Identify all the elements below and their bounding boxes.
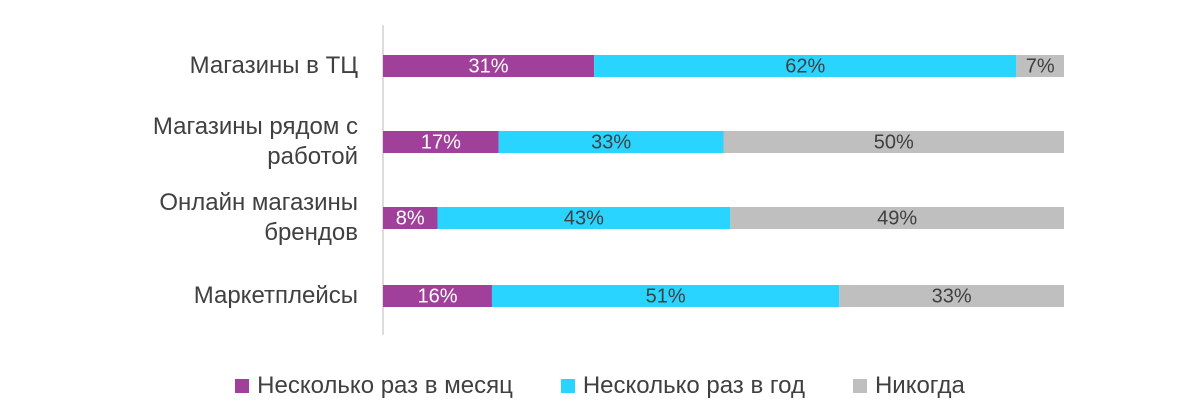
legend-label: Несколько раз в месяц bbox=[257, 372, 513, 399]
legend-item: Несколько раз в год bbox=[560, 372, 805, 400]
legend: Несколько раз в месяц Несколько раз в год… bbox=[0, 372, 1200, 400]
value-label: 33% bbox=[932, 285, 972, 307]
bar-segment bbox=[730, 207, 1064, 229]
value-label: 50% bbox=[874, 131, 914, 153]
legend-item: Никогда bbox=[852, 372, 965, 400]
value-label: 49% bbox=[877, 207, 917, 229]
legend-label: Никогда bbox=[874, 372, 965, 399]
bar-segment bbox=[383, 207, 438, 229]
value-label: 31% bbox=[469, 55, 509, 77]
bar-segment bbox=[723, 131, 1064, 153]
category-label: Маркетплейсы bbox=[193, 282, 358, 309]
category-label: Магазины в ТЦ bbox=[189, 52, 358, 79]
bar-segment bbox=[594, 55, 1017, 77]
bar-segment bbox=[383, 131, 499, 153]
legend-swatch bbox=[852, 379, 867, 393]
value-label: 43% bbox=[564, 207, 604, 229]
bar-segment bbox=[383, 55, 595, 77]
legend-item: Несколько раз в месяц bbox=[235, 372, 513, 400]
value-label: 16% bbox=[417, 285, 457, 307]
value-label: 51% bbox=[646, 285, 686, 307]
bar-segment bbox=[491, 285, 840, 307]
legend-swatch bbox=[560, 379, 575, 393]
category-label: Магазины рядом с работой bbox=[152, 113, 358, 170]
category-label: Онлайн магазины брендов bbox=[159, 189, 358, 246]
legend-label: Несколько раз в год bbox=[582, 372, 805, 399]
legend-swatch bbox=[235, 379, 250, 393]
value-label: 33% bbox=[591, 131, 631, 153]
bar-segment bbox=[498, 131, 724, 153]
value-label: 7% bbox=[1026, 55, 1055, 77]
bar-segment bbox=[1016, 55, 1064, 77]
value-label: 17% bbox=[421, 131, 461, 153]
bar-segment bbox=[383, 285, 492, 307]
bar-segment bbox=[437, 207, 731, 229]
bar-segment bbox=[839, 285, 1064, 307]
value-label: 8% bbox=[396, 207, 425, 229]
value-label: 62% bbox=[785, 55, 825, 77]
